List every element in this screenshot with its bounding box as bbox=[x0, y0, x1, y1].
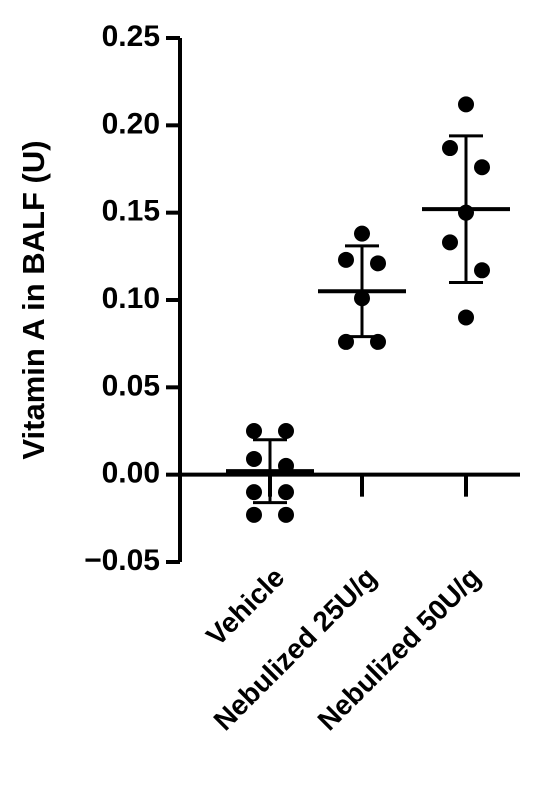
data-point bbox=[458, 96, 474, 113]
data-point bbox=[442, 140, 458, 157]
y-tick-label: 0.25 bbox=[102, 20, 160, 53]
data-point bbox=[354, 225, 370, 242]
y-tick-label: −0.05 bbox=[84, 544, 160, 577]
x-tick-label: Vehicle bbox=[200, 561, 290, 651]
data-point bbox=[370, 255, 386, 272]
data-point bbox=[278, 506, 294, 523]
y-axis-label: Vitamin A in BALF (U) bbox=[16, 140, 51, 459]
data-point bbox=[474, 262, 490, 279]
y-tick-label: 0.20 bbox=[102, 107, 160, 140]
y-tick-label: 0.10 bbox=[102, 282, 160, 315]
data-point bbox=[246, 423, 262, 439]
data-point bbox=[338, 251, 354, 268]
data-point bbox=[278, 423, 294, 439]
data-point bbox=[442, 234, 458, 251]
data-point bbox=[278, 484, 294, 501]
data-point bbox=[246, 450, 262, 467]
data-point bbox=[458, 309, 474, 326]
data-point bbox=[246, 506, 262, 523]
y-tick-label: 0.00 bbox=[102, 457, 160, 490]
y-tick-label: 0.15 bbox=[102, 195, 160, 228]
y-tick-label: 0.05 bbox=[102, 369, 160, 402]
data-point bbox=[474, 159, 490, 176]
data-point bbox=[246, 484, 262, 501]
